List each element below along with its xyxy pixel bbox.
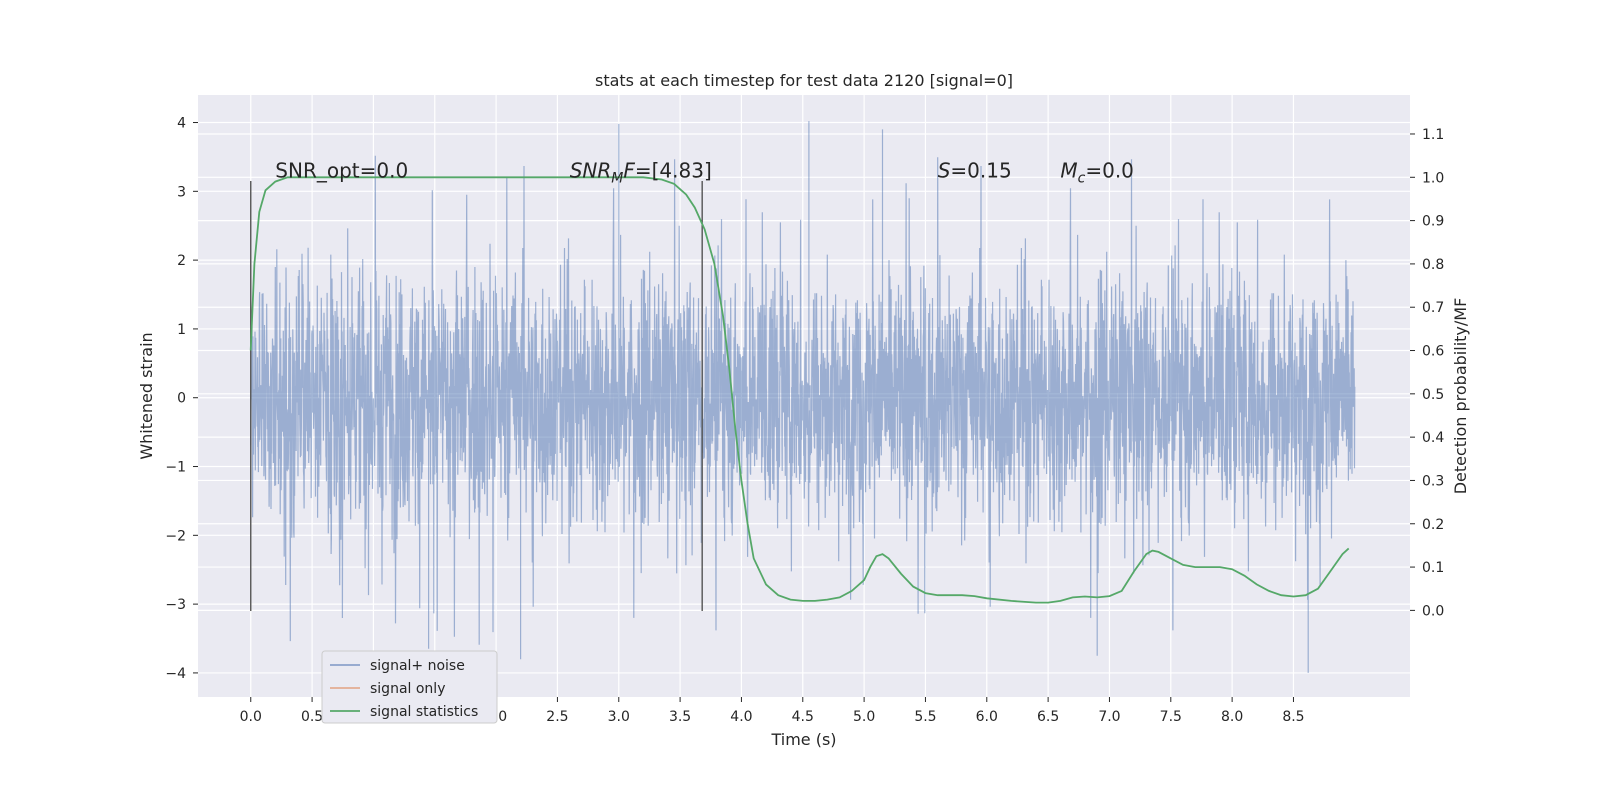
signal-statistics-line <box>249 176 1350 604</box>
signal-noise-series <box>250 121 1356 673</box>
x-tick-label: 7.0 <box>1098 709 1120 725</box>
annotation-mc: Mc=0.0 <box>1060 159 1134 187</box>
left-y-tick-label: −3 <box>165 597 186 613</box>
right-y-tick-label: 0.5 <box>1422 387 1444 403</box>
chart-title: stats at each timestep for test data 212… <box>595 71 1013 90</box>
left-y-tick-label: 0 <box>177 391 186 407</box>
legend-label-signal-only: signal only <box>370 681 445 697</box>
x-tick-label: 7.5 <box>1160 709 1182 725</box>
right-y-tick-label: 0.8 <box>1422 257 1444 273</box>
x-tick-label: 8.0 <box>1221 709 1243 725</box>
x-tick-label: 3.5 <box>669 709 691 725</box>
x-axis-label: Time (s) <box>770 730 836 749</box>
right-y-tick-label: 0.6 <box>1422 344 1444 360</box>
right-y-tick-label: 1.0 <box>1422 170 1444 186</box>
left-y-tick-label: 2 <box>177 253 186 269</box>
x-tick-label: 4.0 <box>730 709 752 725</box>
left-y-axis-label: Whitened strain <box>137 332 156 459</box>
x-tick-label: 5.5 <box>914 709 936 725</box>
x-tick-label: 6.0 <box>976 709 998 725</box>
signal-noise-line <box>250 121 1356 673</box>
right-y-tick-label: 0.4 <box>1422 430 1444 446</box>
x-tick-label: 0.5 <box>301 709 323 725</box>
legend-label-signal-noise: signal+ noise <box>370 658 465 674</box>
annotation-s: S=0.15 <box>938 159 1012 183</box>
left-y-tick-label: 4 <box>177 116 186 132</box>
left-y-tick-label: −4 <box>165 666 186 682</box>
x-tick-label: 5.0 <box>853 709 875 725</box>
right-y-tick-label: 0.0 <box>1422 603 1444 619</box>
left-y-tick-label: 3 <box>177 184 186 200</box>
x-tick-label: 0.0 <box>240 709 262 725</box>
right-y-axis-label: Detection probability/MF <box>1451 298 1470 495</box>
signal-statistics-series <box>249 176 1350 604</box>
x-tick-label: 3.0 <box>608 709 630 725</box>
right-y-tick-label: 0.2 <box>1422 517 1444 533</box>
left-y-tick-label: 1 <box>177 322 186 338</box>
x-tick-label: 6.5 <box>1037 709 1059 725</box>
right-y-tick-label: 0.7 <box>1422 300 1444 316</box>
left-y-axis-ticks: −4 −3 −2 −1 0 1 2 3 4 <box>165 116 198 682</box>
left-y-tick-label: −2 <box>165 528 186 544</box>
annotation-snr-opt: SNR_opt=0.0 <box>275 159 408 183</box>
right-y-tick-label: 0.3 <box>1422 473 1444 489</box>
x-tick-label: 8.5 <box>1282 709 1304 725</box>
legend-label-signal-statistics: signal statistics <box>370 704 478 720</box>
legend-box <box>321 650 498 724</box>
legend: signal+ noise signal only signal statist… <box>321 650 498 724</box>
annotation-snr-mf: SNRMF=[4.83] <box>570 159 712 187</box>
vertical-lines <box>250 181 703 611</box>
x-tick-label: 2.5 <box>546 709 568 725</box>
x-tick-label: 4.5 <box>792 709 814 725</box>
annotations: SNR_opt=0.0 SNRMF=[4.83] S=0.15 Mc=0.0 <box>275 159 1134 187</box>
right-y-axis-ticks: 0.0 0.1 0.2 0.3 0.4 0.5 0.6 0.7 0.8 0.9 1.0 1.1 <box>1410 127 1444 619</box>
left-y-tick-label: −1 <box>165 460 186 476</box>
right-y-tick-label: 0.9 <box>1422 214 1444 230</box>
right-y-tick-label: 0.1 <box>1422 560 1444 576</box>
right-y-tick-label: 1.1 <box>1422 127 1444 143</box>
